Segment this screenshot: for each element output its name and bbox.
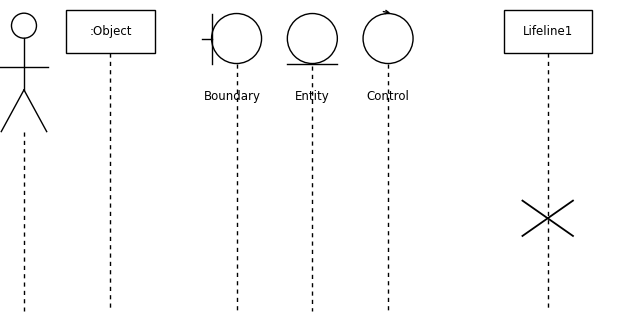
Text: :Object: :Object — [89, 25, 132, 38]
Text: Boundary: Boundary — [204, 90, 261, 103]
Bar — [504, 10, 592, 53]
Text: Control: Control — [367, 90, 410, 103]
Text: Lifeline1: Lifeline1 — [522, 25, 573, 38]
Bar — [66, 10, 155, 53]
Text: Entity: Entity — [295, 90, 330, 103]
